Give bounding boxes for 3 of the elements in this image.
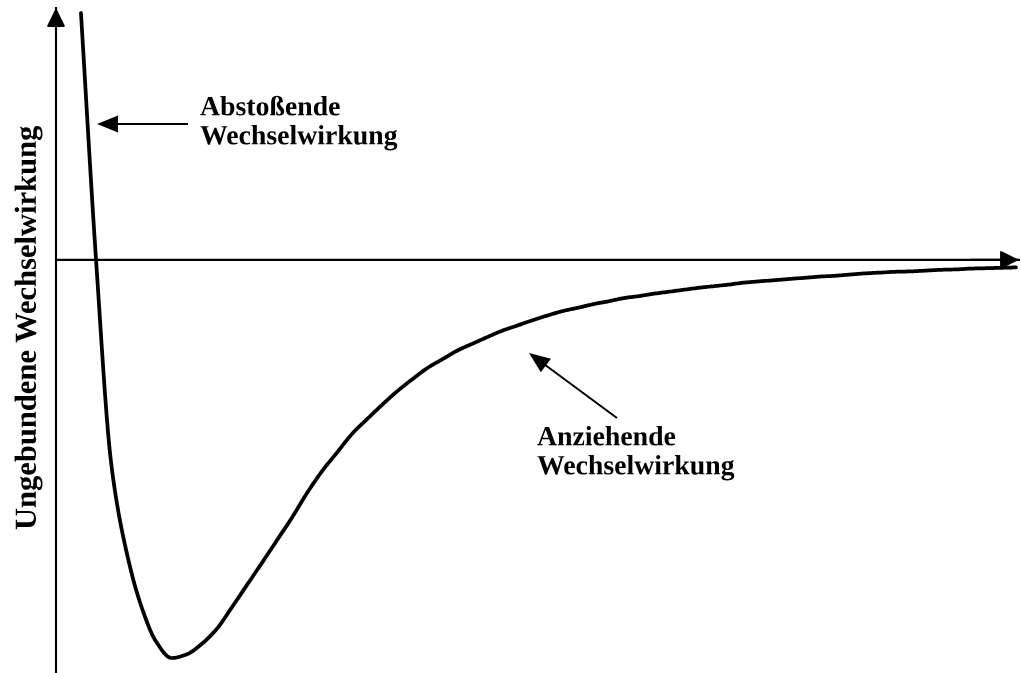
annotation: Anziehende Wechselwirkung [537, 426, 735, 481]
y-axis-title: Ungebundene Wechselwirkung [14, 125, 43, 530]
annotation: Abstoßende Wechselwirkung [200, 95, 398, 151]
